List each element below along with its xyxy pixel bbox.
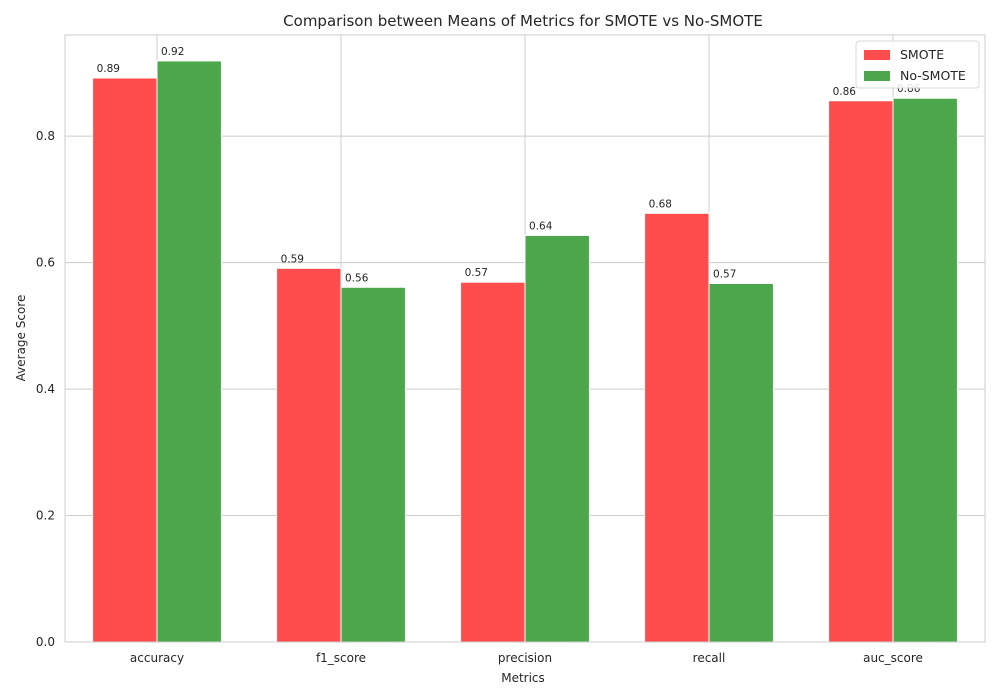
x-axis-label: Metrics xyxy=(501,671,545,685)
data-label: 0.59 xyxy=(281,253,304,265)
bar-no-smote-recall xyxy=(708,282,774,643)
y-axis-label: Average Score xyxy=(14,295,28,382)
x-tick-label: accuracy xyxy=(130,651,184,665)
legend-swatch-no-smote xyxy=(864,71,890,81)
y-tick-label: 0.0 xyxy=(36,635,55,649)
data-label: 0.56 xyxy=(345,272,369,284)
data-label: 0.64 xyxy=(529,220,553,232)
x-tick-label: precision xyxy=(498,651,552,665)
bar-smote-auc_score xyxy=(828,100,894,643)
data-label: 0.68 xyxy=(649,198,672,210)
bar-no-smote-accuracy xyxy=(156,60,222,643)
data-label: 0.57 xyxy=(465,267,488,279)
data-label: 0.89 xyxy=(97,63,120,75)
bar-no-smote-f1_score xyxy=(340,286,406,643)
data-label: 0.92 xyxy=(161,46,184,58)
plot-area: 0.890.590.570.680.860.920.560.640.570.86… xyxy=(36,34,986,665)
bar-smote-f1_score xyxy=(276,267,342,643)
y-tick-label: 0.2 xyxy=(36,509,55,523)
legend: SMOTE No-SMOTE xyxy=(855,40,980,89)
x-tick-label: recall xyxy=(693,651,726,665)
chart-title: Comparison between Means of Metrics for … xyxy=(283,12,763,30)
bar-smote-accuracy xyxy=(92,77,158,643)
bars: 0.890.590.570.680.860.920.560.640.570.86 xyxy=(92,46,958,643)
bar-no-smote-auc_score xyxy=(892,97,958,643)
x-tick-label: auc_score xyxy=(863,651,923,665)
data-label: 0.86 xyxy=(833,86,857,98)
legend-label-no-smote: No-SMOTE xyxy=(900,68,966,83)
bar-smote-precision xyxy=(460,281,526,643)
data-label: 0.57 xyxy=(713,268,736,280)
x-tick-label: f1_score xyxy=(316,651,366,665)
bar-smote-recall xyxy=(644,212,710,643)
y-tick-label: 0.8 xyxy=(36,129,55,143)
y-tick-label: 0.6 xyxy=(36,256,55,270)
legend-swatch-smote xyxy=(864,50,890,60)
legend-label-smote: SMOTE xyxy=(900,47,944,62)
bar-no-smote-precision xyxy=(524,234,590,643)
y-tick-label: 0.4 xyxy=(36,382,55,396)
plot-frame xyxy=(64,34,986,643)
